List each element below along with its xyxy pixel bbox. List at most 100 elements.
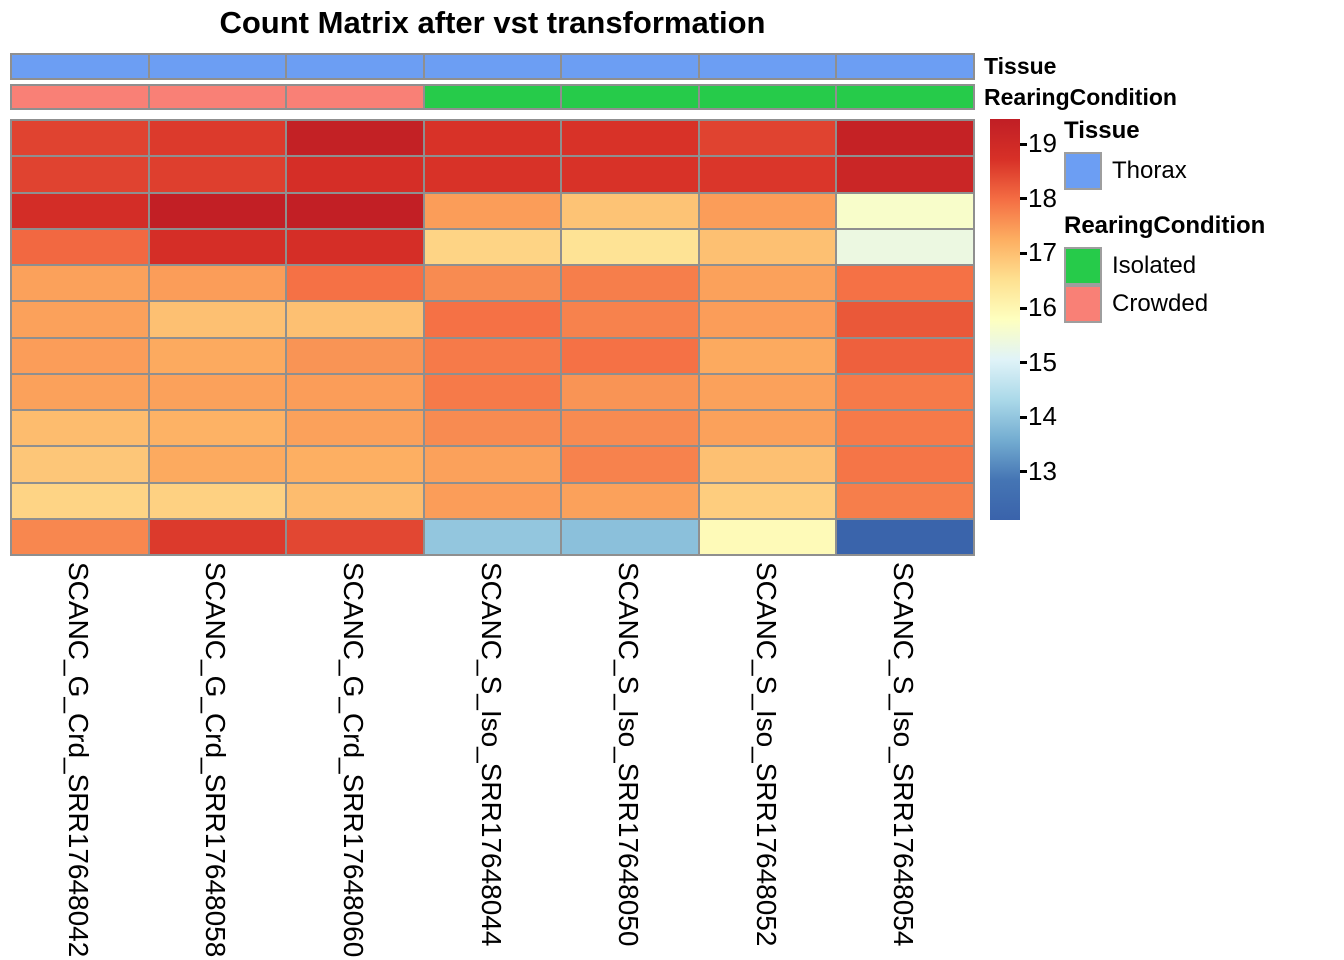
heatmap-cell-r2-c4: [424, 157, 561, 192]
heatmap-cell-r1-c4: [424, 121, 561, 156]
heatmap-cell-r6-c7: [837, 302, 973, 337]
heatmap-cell-r3-c2: [149, 193, 286, 228]
rearing-cell-c4-isolated: [424, 86, 561, 108]
column-label-text: SCANC_S_Iso_SRR17648052: [751, 562, 782, 947]
heatmap-cell-r2-c3: [287, 157, 423, 192]
heatmap-cell-r3-c6: [699, 193, 836, 228]
tissue-cell-c7-thorax: [837, 55, 973, 78]
heatmap-cell-r6-c6: [699, 302, 836, 337]
legend-label-crowded: Crowded: [1112, 290, 1209, 317]
legend-item-crowded: Crowded: [1064, 285, 1265, 323]
heatmap-cell-r9-c7: [837, 411, 973, 446]
colorbar-tick-label-14: 14: [1028, 401, 1057, 432]
column-label-text: SCANC_S_Iso_SRR17648044: [476, 562, 507, 947]
legend-swatch-isolated: [1064, 247, 1102, 285]
legend-rearing-title: RearingCondition: [1064, 212, 1266, 239]
heatmap-cell-r11-c5: [562, 483, 698, 518]
heatmap-cell-r4-c7: [837, 229, 973, 264]
heatmap-cell-r4-c4: [424, 229, 561, 264]
rearing-cell-c7-isolated: [837, 86, 973, 108]
heatmap-cell-r6-c4: [424, 302, 561, 337]
heatmap-cell-r4-c5: [562, 229, 698, 264]
heatmap-cell-r8-c6: [699, 374, 836, 409]
heatmap-cell-r7-c6: [699, 338, 836, 373]
column-label-text: SCANC_G_Crd_SRR17648042: [63, 562, 94, 958]
heatmap-cell-r12-c7: [837, 519, 973, 554]
legend-rearing-items: Isolated Crowded: [1064, 247, 1265, 323]
figure-title: Count Matrix after vst transformation: [219, 5, 766, 40]
heatmap-cell-r2-c5: [562, 157, 698, 192]
heatmap-cell-r2-c7: [837, 157, 973, 192]
heatmap-cell-r5-c7: [837, 266, 973, 301]
heatmap-cell-r8-c3: [287, 374, 423, 409]
heatmap-cell-r3-c4: [424, 193, 561, 228]
heatmap-cell-r9-c6: [699, 411, 836, 446]
heatmap-cell-r9-c3: [287, 411, 423, 446]
colorbar-tick-label-13: 13: [1028, 455, 1057, 486]
heatmap-cell-r9-c1: [12, 411, 148, 446]
heatmap-cell-r9-c2: [149, 411, 286, 446]
heatmap-cell-r10-c2: [149, 447, 286, 482]
rearing-cell-c5-isolated: [562, 86, 698, 108]
heatmap-cell-r1-c5: [562, 121, 698, 156]
heatmap-cell-r3-c7: [837, 193, 973, 228]
legend-tissue-title: Tissue: [1064, 117, 1140, 144]
color-scale-bar: 19 18 17 16 15 14 13: [990, 119, 1080, 520]
heatmap-cell-r3-c5: [562, 193, 698, 228]
heatmap-cell-r11-c6: [699, 483, 836, 518]
heatmap-cell-r11-c3: [287, 483, 423, 518]
heatmap-cell-r6-c1: [12, 302, 148, 337]
heatmap-cell-r7-c5: [562, 338, 698, 373]
heatmap-cell-r1-c7: [837, 121, 973, 156]
heatmap-cell-r10-c4: [424, 447, 561, 482]
heatmap-cell-r4-c2: [149, 229, 286, 264]
heatmap-cell-r10-c5: [562, 447, 698, 482]
tissue-cell-c1-thorax: [12, 55, 148, 78]
heatmap-cell-r1-c2: [149, 121, 286, 156]
heatmap-cell-r12-c1: [12, 519, 148, 554]
heatmap-cell-r12-c6: [699, 519, 836, 554]
heatmap-cell-r8-c7: [837, 374, 973, 409]
column-label-text: SCANC_S_Iso_SRR17648050: [613, 562, 644, 947]
heatmap-cell-r5-c5: [562, 266, 698, 301]
legend-group-tissue: Tissue Thorax: [1064, 117, 1187, 190]
legend-group-rearing: RearingCondition Isolated Crowded: [1064, 212, 1265, 323]
heatmap-cell-r5-c4: [424, 266, 561, 301]
tissue-cell-c6-thorax: [699, 55, 836, 78]
heatmap-cell-r12-c3: [287, 519, 423, 554]
heatmap-cell-r2-c6: [699, 157, 836, 192]
heatmap-cell-r6-c5: [562, 302, 698, 337]
heatmap-cell-r8-c2: [149, 374, 286, 409]
rearing-annotation-bar: [10, 84, 975, 110]
legend-item-thorax: Thorax: [1064, 152, 1187, 190]
heatmap-cell-r8-c1: [12, 374, 148, 409]
legend-label-thorax: Thorax: [1112, 157, 1187, 184]
heatmap-cell-r5-c6: [699, 266, 836, 301]
colorbar-tick-14: [1020, 415, 1027, 419]
heatmap-cell-r10-c1: [12, 447, 148, 482]
heatmap-cell-r12-c5: [562, 519, 698, 554]
tissue-cell-c2-thorax: [149, 55, 286, 78]
heatmap-cell-r10-c3: [287, 447, 423, 482]
legend-swatch-thorax: [1064, 152, 1102, 190]
heatmap-cell-r9-c4: [424, 411, 561, 446]
tissue-cell-c5-thorax: [562, 55, 698, 78]
rearing-bar-label: RearingCondition: [984, 83, 1177, 110]
colorbar-tick-19: [1020, 142, 1027, 146]
heatmap-cell-r3-c3: [287, 193, 423, 228]
heatmap-cell-r1-c3: [287, 121, 423, 156]
heatmap-cell-r8-c4: [424, 374, 561, 409]
heatmap-cell-r3-c1: [12, 193, 148, 228]
heatmap-cell-r2-c1: [12, 157, 148, 192]
rearing-cell-c6-isolated: [699, 86, 836, 108]
heatmap-grid: [10, 119, 975, 556]
colorbar-tick-15: [1020, 361, 1027, 365]
tissue-cell-c3-thorax: [287, 55, 423, 78]
heatmap-cell-r4-c1: [12, 229, 148, 264]
colorbar-tick-label-17: 17: [1028, 237, 1057, 268]
tissue-annotation-bar: [10, 53, 975, 80]
heatmap-cell-r1-c1: [12, 121, 148, 156]
heatmap-cell-r7-c2: [149, 338, 286, 373]
heatmap-cell-r2-c2: [149, 157, 286, 192]
